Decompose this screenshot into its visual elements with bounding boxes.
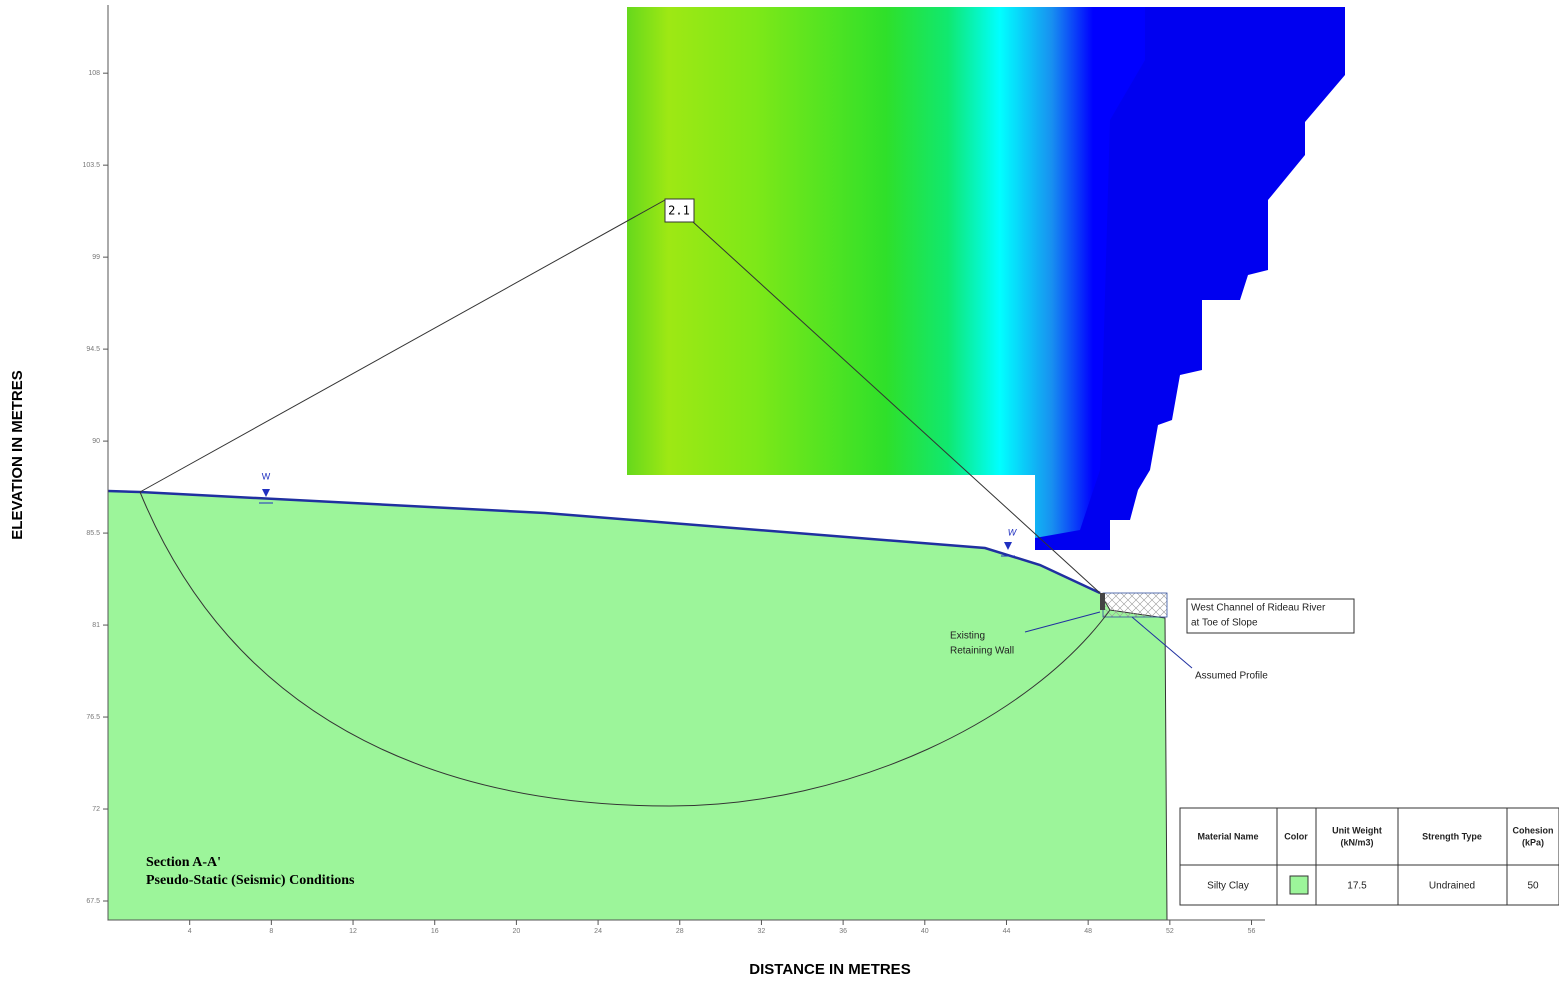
wall-label: Existing [950,631,985,642]
water-label: W [262,471,271,481]
slip-surface [139,491,1111,807]
x-tick-label: 8 [269,928,273,935]
y-tick-label: 99 [92,254,100,261]
fs-box [664,198,695,223]
table-header: Color [1284,831,1308,841]
table-cell: 50 [1527,881,1539,892]
x-tick-label: 4 [188,928,192,935]
wall-label: Retaining Wall [950,646,1014,657]
river-box [1186,598,1355,634]
retaining-wall [1100,593,1105,610]
y-axis-label: ELEVATION IN METRES [9,370,26,539]
x-tick-label: 24 [594,928,602,935]
x-tick-label: 48 [1084,928,1092,935]
water-marker [1004,542,1012,550]
table-header: (kPa) [1522,837,1544,847]
arrow [1131,616,1193,669]
y-tick-label: 85.5 [86,530,100,537]
x-tick-label: 16 [431,928,439,935]
x-tick-label: 44 [1003,928,1011,935]
y-tick-label: 90 [92,438,100,445]
y-tick-label: 72 [92,806,100,813]
x-tick-label: 12 [349,928,357,935]
y-tick-label: 94.5 [86,346,100,353]
table-cell: 17.5 [1347,881,1367,892]
leader [139,199,666,493]
x-tick-label: 56 [1248,928,1256,935]
leader [692,221,1101,594]
x-tick-label: 52 [1166,928,1174,935]
y-tick-label: 108 [88,70,100,77]
section-title: Section A-A' [146,855,221,870]
arrow [1024,611,1101,633]
x-tick-label: 28 [676,928,684,935]
y-tick-label: 103.5 [82,162,100,169]
table-header: Strength Type [1422,831,1482,841]
table-cell: Undrained [1429,881,1475,892]
table-cell: Silty Clay [1207,881,1249,892]
color-swatch [1289,875,1309,895]
contour-field [627,7,1145,550]
y-tick-label: 67.5 [86,898,100,905]
material-table [1179,807,1559,906]
section-subtitle: Pseudo-Static (Seismic) Conditions [146,873,355,888]
profile-label: Assumed Profile [1195,671,1268,682]
water-marker [262,489,270,497]
x-tick-label: 32 [758,928,766,935]
x-tick-label: 20 [513,928,521,935]
table-header: Unit Weight [1332,825,1382,835]
factor-of-safety: 2.1 [668,204,690,218]
river-label: at Toe of Slope [1191,618,1258,629]
y-tick-label: 76.5 [86,714,100,721]
table-header: (kN/m3) [1340,837,1373,847]
y-tick-label: 81 [92,622,100,629]
ground-surface [107,489,1101,595]
river-label: West Channel of Rideau River [1191,603,1326,614]
x-tick-label: 36 [839,928,847,935]
water-label: W [1008,527,1018,537]
water-body [1102,592,1168,618]
x-tick-label: 40 [921,928,929,935]
table-header: Cohesion [1512,825,1553,835]
contour-blue [1035,7,1345,550]
table-header: Material Name [1197,831,1258,841]
x-axis-label: DISTANCE IN METRES [749,961,910,978]
